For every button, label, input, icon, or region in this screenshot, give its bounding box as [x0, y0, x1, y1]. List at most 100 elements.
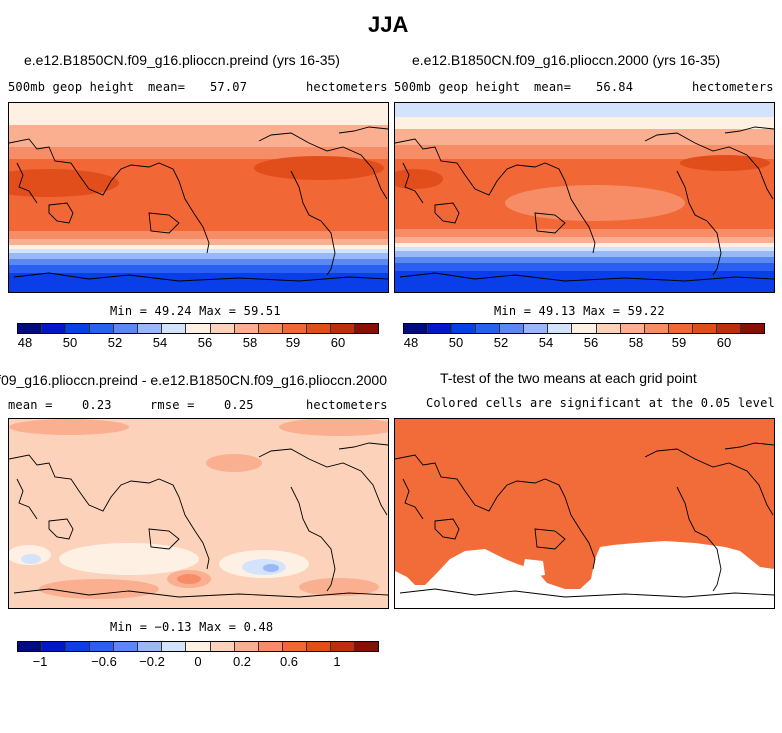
colorbar-tick-label: −0.6 — [91, 654, 117, 669]
panel3-map — [8, 418, 389, 609]
colorbar-tick-label: 54 — [152, 335, 168, 350]
colorbar-swatch — [524, 324, 549, 333]
colorbar-tick-label: 48 — [17, 335, 33, 350]
colorbar-swatch — [186, 324, 211, 333]
colorbar-tick-label: −1 — [32, 654, 48, 669]
colorbar-swatch — [644, 324, 669, 333]
panel3-mean-label: mean = — [8, 398, 53, 412]
panel3-title: e.e12.B1850CN.f09_g16.plioccn.preind - e… — [0, 372, 387, 388]
colorbar-swatch — [210, 324, 235, 333]
colorbar-swatch — [330, 642, 355, 651]
colorbar-tick-label: 60 — [330, 335, 346, 350]
panel1-variable: 500mb geop height — [8, 80, 135, 94]
colorbar-swatch — [258, 642, 283, 651]
colorbar-tick-label: 1 — [333, 654, 341, 669]
panel1-min-max: Min = 49.24 Max = 59.51 — [110, 304, 281, 318]
panel3-mean-value: 0.23 — [82, 398, 112, 412]
panel2-colorbar — [403, 323, 765, 334]
colorbar-swatch — [476, 324, 501, 333]
colorbar-tick-label: 52 — [493, 335, 509, 350]
colorbar-tick-label: 54 — [538, 335, 554, 350]
panel1-mean-value: 57.07 — [210, 80, 248, 94]
panel3-min-max: Min = −0.13 Max = 0.48 — [110, 620, 274, 634]
colorbar-swatch — [740, 324, 764, 333]
colorbar-tick-label: 0.6 — [279, 654, 299, 669]
colorbar-swatch — [66, 642, 91, 651]
panel1-units: hectometers — [306, 80, 388, 94]
colorbar-swatch — [500, 324, 525, 333]
colorbar-tick-label: 56 — [197, 335, 213, 350]
colorbar-tick-label: −0.2 — [139, 654, 165, 669]
colorbar-swatch — [306, 324, 331, 333]
colorbar-swatch — [186, 642, 211, 651]
colorbar-swatch — [282, 642, 307, 651]
colorbar-swatch — [18, 324, 43, 333]
colorbar-swatch — [162, 324, 187, 333]
colorbar-swatch — [42, 642, 67, 651]
panel4-title: T-test of the two means at each grid poi… — [440, 370, 697, 386]
colorbar-tick-label: 58 — [628, 335, 644, 350]
colorbar-swatch — [330, 324, 355, 333]
colorbar-swatch — [716, 324, 741, 333]
colorbar-tick-label: 60 — [716, 335, 732, 350]
colorbar-tick-label: 58 — [242, 335, 258, 350]
colorbar-swatch — [18, 642, 43, 651]
colorbar-tick-label: 48 — [403, 335, 419, 350]
colorbar-swatch — [234, 642, 259, 651]
colorbar-swatch — [162, 642, 187, 651]
colorbar-swatch — [258, 324, 283, 333]
colorbar-swatch — [66, 324, 91, 333]
colorbar-swatch — [620, 324, 645, 333]
colorbar-swatch — [692, 324, 717, 333]
colorbar-swatch — [234, 324, 259, 333]
panel2-units: hectometers — [692, 80, 774, 94]
colorbar-swatch — [138, 324, 163, 333]
panel2-min-max: Min = 49.13 Max = 59.22 — [494, 304, 665, 318]
colorbar-swatch — [114, 324, 139, 333]
colorbar-tick-label: 0.2 — [232, 654, 252, 669]
colorbar-swatch — [90, 324, 115, 333]
colorbar-swatch — [354, 324, 378, 333]
colorbar-swatch — [452, 324, 477, 333]
colorbar-tick-label: 52 — [107, 335, 123, 350]
colorbar-tick-label: 59 — [671, 335, 687, 350]
panel1-colorbar — [17, 323, 379, 334]
panel1-title: e.e12.B1850CN.f09_g16.plioccn.preind (yr… — [24, 52, 340, 68]
colorbar-swatch — [90, 642, 115, 651]
panel3-colorbar — [17, 641, 379, 652]
figure-title: JJA — [368, 12, 409, 37]
panel2-field — [395, 103, 774, 292]
panel2-map — [394, 102, 775, 293]
panel4-map — [394, 418, 775, 609]
panel2-variable: 500mb geop height — [394, 80, 521, 94]
colorbar-swatch — [354, 642, 378, 651]
panel2-title: e.e12.B1850CN.f09_g16.plioccn.2000 (yrs … — [412, 52, 721, 68]
panel4-field — [395, 419, 774, 608]
panel4-subtitle: Colored cells are significant at the 0.0… — [426, 396, 775, 410]
colorbar-tick-label: 59 — [285, 335, 301, 350]
colorbar-swatch — [596, 324, 621, 333]
colorbar-tick-label: 0 — [194, 654, 202, 669]
colorbar-swatch — [282, 324, 307, 333]
panel3-rmse-label: rmse = — [150, 398, 195, 412]
panel2-mean-label: mean= — [534, 80, 572, 94]
colorbar-swatch — [572, 324, 597, 333]
colorbar-tick-label: 50 — [448, 335, 464, 350]
colorbar-swatch — [306, 642, 331, 651]
panel1-map — [8, 102, 389, 293]
colorbar-swatch — [404, 324, 429, 333]
panel3-field — [9, 419, 388, 608]
colorbar-tick-label: 56 — [583, 335, 599, 350]
colorbar-swatch — [210, 642, 235, 651]
panel3-units: hectometers — [306, 398, 388, 412]
colorbar-swatch — [138, 642, 163, 651]
panel3-rmse-value: 0.25 — [224, 398, 254, 412]
colorbar-swatch — [42, 324, 67, 333]
panel2-mean-value: 56.84 — [596, 80, 634, 94]
panel1-mean-label: mean= — [148, 80, 186, 94]
colorbar-swatch — [548, 324, 573, 333]
panel1-field — [9, 103, 388, 292]
colorbar-swatch — [114, 642, 139, 651]
colorbar-tick-label: 50 — [62, 335, 78, 350]
colorbar-swatch — [668, 324, 693, 333]
